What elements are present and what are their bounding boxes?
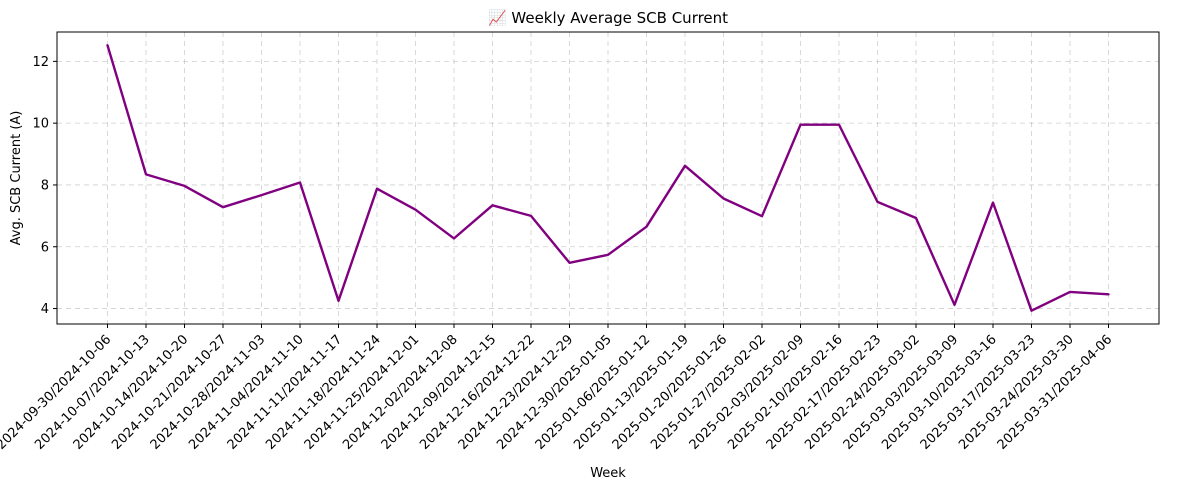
series-line [106,44,1110,312]
y-tick-label: 6 [41,240,49,255]
y-tick-label: 12 [32,55,49,70]
x-axis-label: Week [590,466,626,481]
y-tick-label: 4 [41,302,49,317]
y-tick-label: 10 [32,117,49,132]
chart-title: 📈 Weekly Average SCB Current [488,9,728,27]
series [106,44,1110,312]
x-axis: 2024-09-30/2024-10-062024-10-07/2024-10-… [0,324,1115,453]
grid [57,32,1159,324]
y-axis-label: Avg. SCB Current (A) [9,111,24,246]
y-tick-label: 8 [41,178,49,193]
y-axis: 4 6 8 10 12 [32,55,57,317]
